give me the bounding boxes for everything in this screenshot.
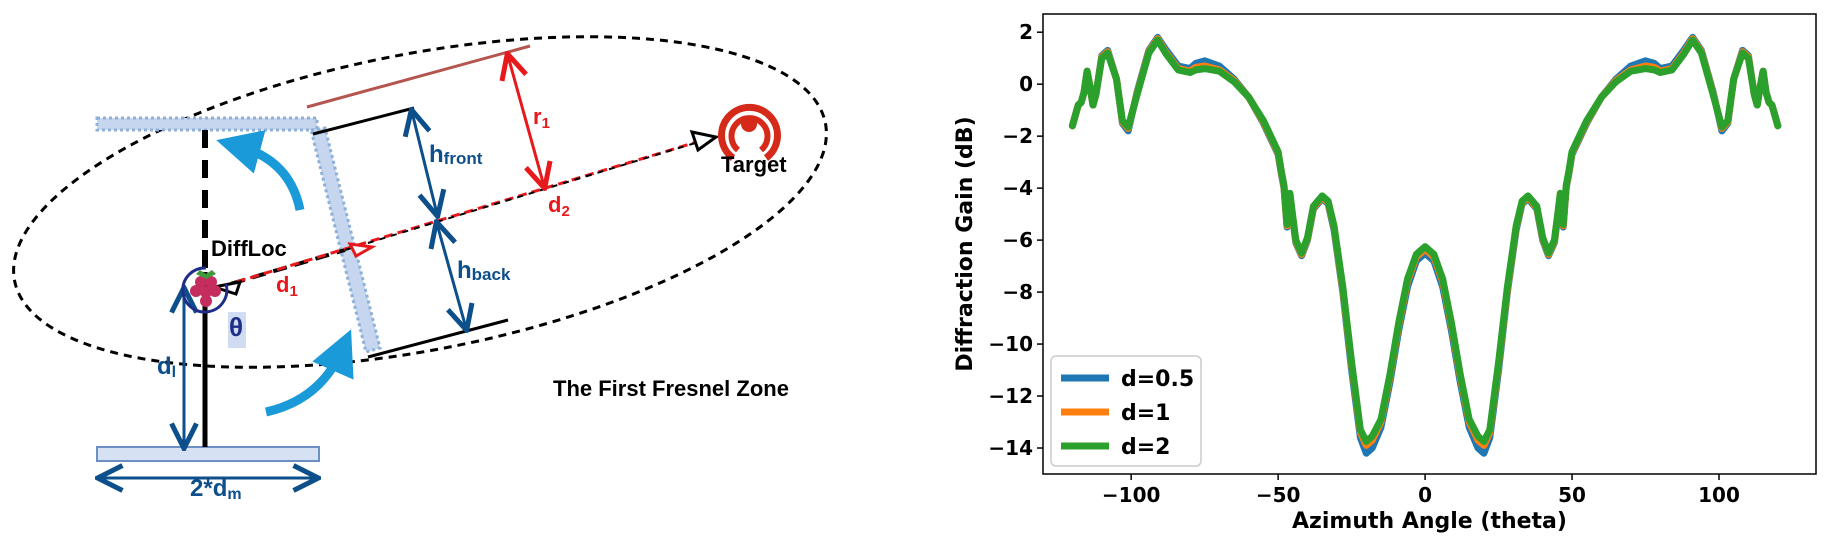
target-arrow-head — [689, 129, 720, 153]
series-lines — [1068, 33, 1782, 457]
fresnel-ellipse — [12, 35, 828, 369]
legend-box — [1050, 355, 1202, 467]
hfront-label: hfront — [429, 141, 483, 168]
x-tick-label: 50 — [1558, 483, 1586, 507]
x-axis-label: Azimuth Angle (theta) — [1292, 509, 1567, 534]
theta-highlight — [228, 312, 246, 348]
theta-label: θ — [229, 312, 243, 342]
dl-label: dl — [157, 353, 176, 381]
y-tick-label: −2 — [1002, 124, 1033, 148]
y-tick-label: 0 — [1019, 72, 1033, 96]
legend: d=0.5 d=1 d=2 — [1050, 355, 1202, 467]
wall-front-line — [312, 106, 415, 136]
raspberry-icon — [190, 270, 221, 307]
y-tick-label: −6 — [1002, 228, 1033, 252]
series-line-d=2 — [1068, 36, 1782, 445]
rotate-arrow-top — [216, 130, 305, 211]
rotate-arrow-bottom — [264, 329, 354, 417]
wall-back-line — [367, 318, 509, 359]
wall-top-line-red — [306, 44, 531, 109]
y-axis-label: Diffraction Gain (dB) — [953, 116, 978, 371]
dm-label: 2*dm — [190, 475, 242, 503]
hback-label: hback — [457, 257, 511, 284]
y-tick-label: −4 — [1002, 176, 1033, 200]
path-line-red — [209, 136, 711, 292]
theta-arc — [181, 266, 229, 314]
y-tick-label: −10 — [988, 332, 1033, 356]
x-tick-label: −100 — [1102, 483, 1161, 507]
x-tick-label: −50 — [1256, 483, 1301, 507]
x-tick-label: 100 — [1698, 483, 1740, 507]
mid-arrow-head — [347, 242, 377, 259]
legend-label: d=0.5 — [1121, 367, 1194, 392]
target-icon — [718, 103, 781, 161]
legend-label: d=1 — [1121, 401, 1171, 426]
floor-panel — [96, 446, 320, 462]
axis-ticks: −100 −50 0 50 100 2 0 −2 −4 −6 −8 −10 −12 −14 — [988, 20, 1739, 507]
y-tick-label: −12 — [988, 384, 1033, 408]
y-tick-label: −14 — [988, 436, 1033, 460]
y-tick-label: −8 — [1002, 280, 1033, 304]
r1-label: r1 — [533, 104, 550, 132]
reflector-panel — [309, 126, 382, 354]
target-label: Target — [721, 152, 787, 177]
fresnel-diagram: Target DiffLoc The First Fresnel Zone θ … — [12, 35, 828, 503]
r1-arrow — [508, 56, 544, 186]
hfront-arrow — [412, 112, 437, 214]
d1-label: d1 — [276, 272, 298, 300]
x-tick-label: 0 — [1418, 483, 1432, 507]
legend-label: d=2 — [1121, 435, 1171, 460]
plot-frame — [1042, 13, 1817, 475]
y-tick-label: 2 — [1019, 20, 1033, 44]
device-label: DiffLoc — [211, 236, 287, 261]
path-line-black-far — [344, 139, 706, 251]
fresnel-caption: The First Fresnel Zone — [553, 376, 789, 401]
d2-label: d2 — [548, 192, 570, 220]
hback-arrow — [437, 224, 466, 328]
